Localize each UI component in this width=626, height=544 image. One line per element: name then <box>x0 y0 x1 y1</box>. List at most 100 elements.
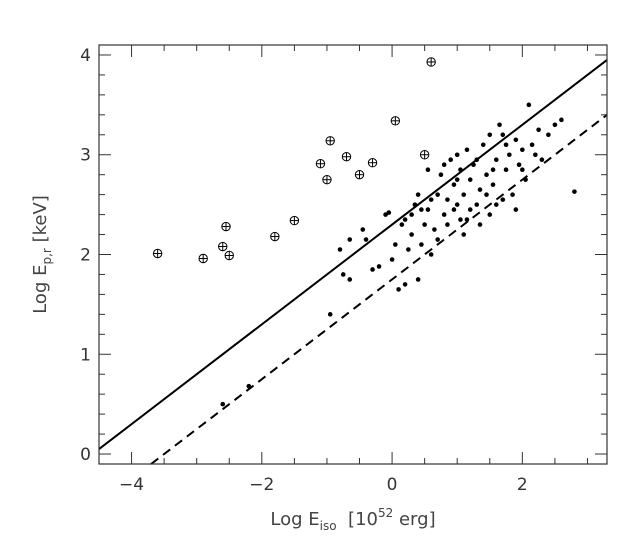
y-axis-label: Log Ep,r [keV] <box>30 195 54 314</box>
dot-point <box>490 182 496 187</box>
dot-point <box>461 232 467 237</box>
dot-point <box>412 202 418 207</box>
y-tick-label: 4 <box>80 46 91 66</box>
dot-point <box>409 212 414 217</box>
dot-point <box>474 157 480 163</box>
circled-plus-point <box>325 136 335 146</box>
dot-point <box>477 187 483 192</box>
circled-plus-point <box>152 248 163 259</box>
circled-plus-point <box>224 250 234 261</box>
dot-point <box>409 232 414 237</box>
dot-point <box>487 132 493 138</box>
dot-point <box>347 237 353 242</box>
dot-point <box>438 172 444 177</box>
reference-lines <box>98 59 608 465</box>
dot-point <box>480 142 486 148</box>
dot-point <box>507 152 512 158</box>
circled-plus-point <box>221 221 231 232</box>
dot-point <box>425 207 431 212</box>
dot-point <box>399 222 405 227</box>
dot-point <box>454 152 460 158</box>
dot-point <box>454 202 460 207</box>
dot-point <box>435 192 440 197</box>
dot-point <box>327 312 333 317</box>
circled-plus-point <box>390 116 401 126</box>
circled-plus-point <box>354 169 365 180</box>
axis-ticks: −4 −2 0 2 0 1 2 3 4 <box>80 45 607 495</box>
x-tick-label: −2 <box>249 475 274 495</box>
dot-point <box>497 122 502 128</box>
x-tick-label: −4 <box>119 475 144 495</box>
dot-point <box>467 177 473 182</box>
dot-point <box>347 277 353 282</box>
dot-point <box>484 192 489 197</box>
dot-point <box>536 127 541 133</box>
dashed-line <box>150 114 608 465</box>
data-points <box>152 57 577 407</box>
dot-point <box>572 189 577 194</box>
dot-point <box>246 383 252 389</box>
dot-point <box>552 122 558 128</box>
dot-point <box>386 210 392 215</box>
circled-plus-point <box>426 57 436 67</box>
dot-point <box>340 272 346 277</box>
dot-point <box>441 162 447 168</box>
dot-point <box>432 227 437 232</box>
dot-point <box>526 102 532 108</box>
dot-point <box>546 132 551 138</box>
dot-point <box>445 197 450 202</box>
dot-point <box>523 177 528 182</box>
dot-point <box>428 252 434 257</box>
dot-point <box>419 242 424 247</box>
dot-point <box>389 257 395 262</box>
y-tick-label: 0 <box>80 445 91 465</box>
dot-point <box>393 242 398 247</box>
dot-point <box>402 217 408 222</box>
dot-point <box>422 222 427 227</box>
dot-point <box>477 222 483 227</box>
y-tick-label: 2 <box>80 246 91 266</box>
dot-point <box>464 147 470 153</box>
circled-plus-point <box>270 231 280 242</box>
dot-point <box>415 192 421 197</box>
circled-plus-point <box>315 159 326 169</box>
dot-point <box>428 197 434 202</box>
circled-plus-point <box>419 150 430 160</box>
dot-point <box>500 197 506 202</box>
dot-point <box>337 247 343 252</box>
dot-point <box>464 217 470 222</box>
dot-point <box>533 152 538 158</box>
x-tick-label: 0 <box>387 475 398 495</box>
dot-point <box>419 207 424 212</box>
dot-point <box>467 207 473 212</box>
dot-point <box>493 157 499 163</box>
dot-point <box>513 207 519 212</box>
dot-point <box>503 167 509 173</box>
dot-point <box>425 167 431 173</box>
y-tick-label: 1 <box>80 345 91 365</box>
dot-point <box>445 222 450 227</box>
dot-point <box>363 237 369 242</box>
dot-point <box>415 277 421 282</box>
dot-point <box>559 117 564 123</box>
dot-point <box>402 282 408 287</box>
dot-point <box>461 192 467 197</box>
y-tick-label: 3 <box>80 146 91 166</box>
dot-point <box>451 182 457 187</box>
dot-point <box>493 202 499 207</box>
circled-plus-point <box>218 241 228 252</box>
dot-point <box>360 227 366 232</box>
circled-plus-point <box>289 215 300 226</box>
x-axis-label: Log Eiso [1052 erg] <box>270 506 435 533</box>
dot-point <box>448 157 453 163</box>
dot-point <box>487 212 493 217</box>
circled-plus-point <box>322 174 332 185</box>
dot-point <box>539 157 545 163</box>
dot-point <box>529 142 535 148</box>
dot-point <box>510 192 515 197</box>
dot-point <box>458 217 463 222</box>
x-tick-label: 2 <box>517 475 528 495</box>
dot-point <box>520 147 525 153</box>
dot-point <box>484 172 489 177</box>
